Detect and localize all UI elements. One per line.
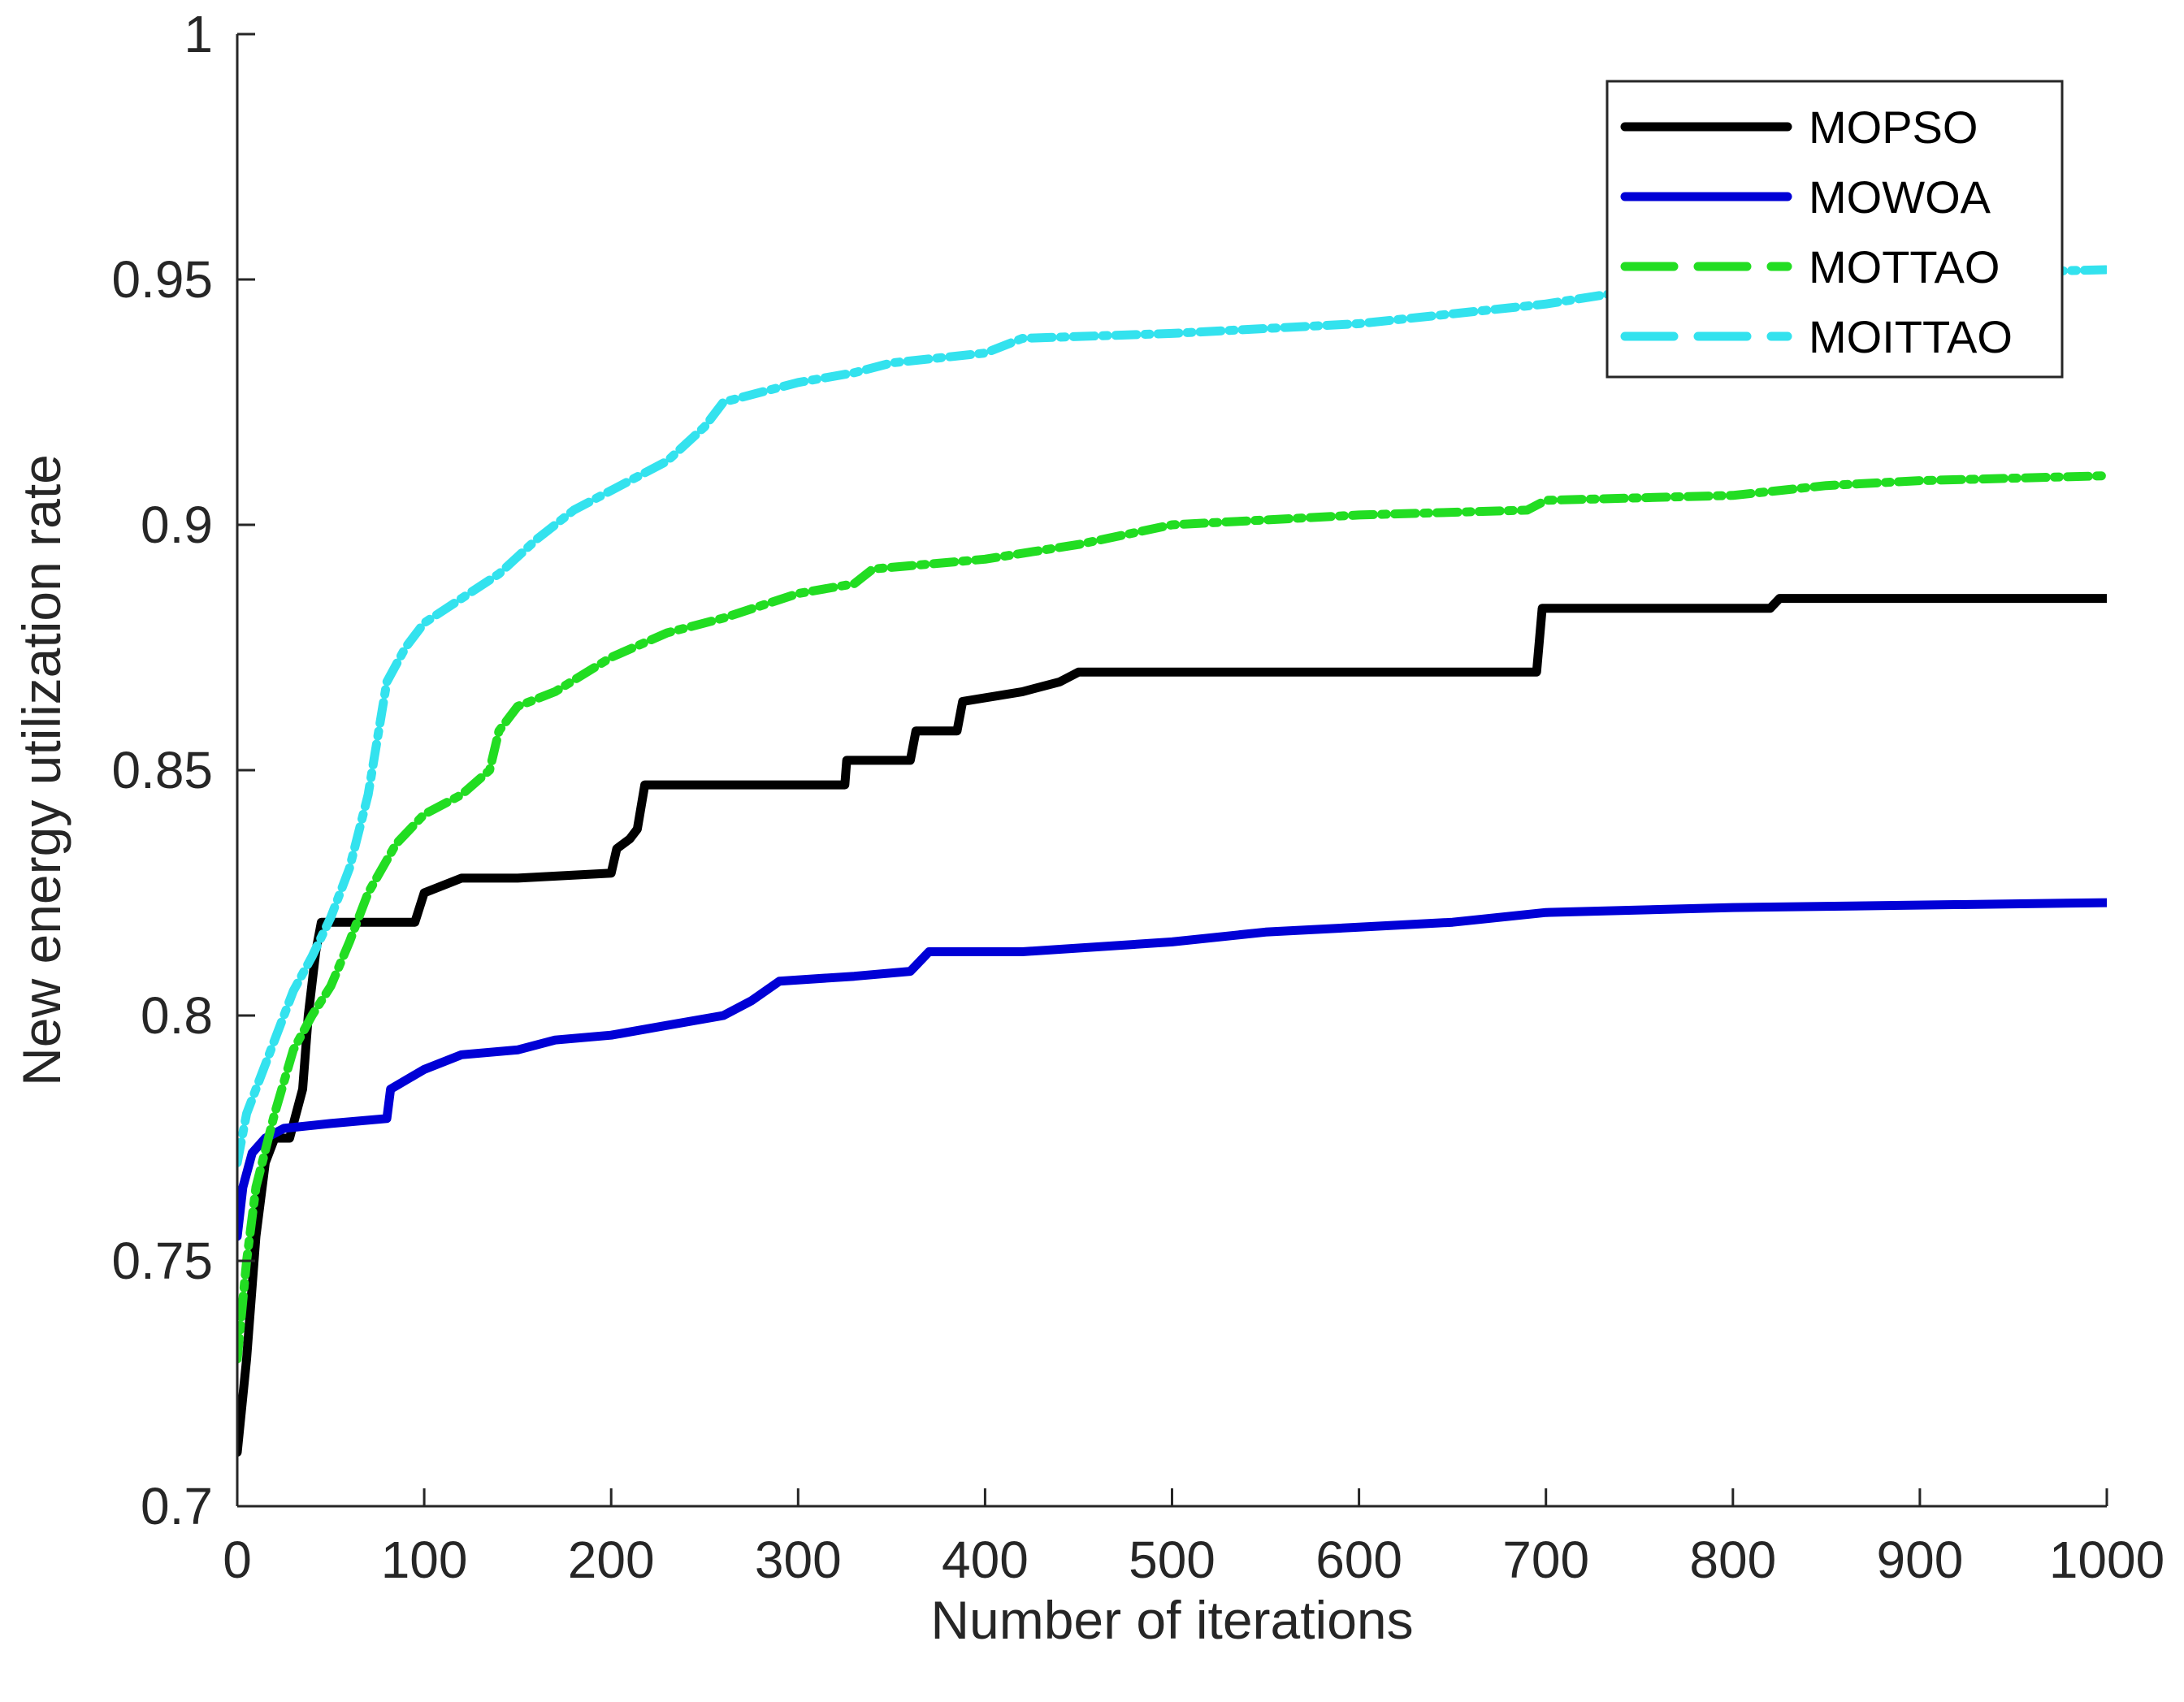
y-tick-label: 0.95 [111,250,213,309]
series-line-moittao [237,265,2107,1167]
x-tick-labels: 0 100 200 300 400 500 600 700 800 900 1000 [223,1531,2164,1589]
series-layer [237,265,2107,1457]
y-tick-label: 0.9 [141,496,213,554]
x-tick-label: 700 [1502,1531,1589,1589]
legend-label-mottao: MOTTAO [1809,241,2000,292]
y-tick-labels: 0.7 0.75 0.8 0.85 0.9 0.95 1 [111,5,213,1535]
x-tick-label: 200 [568,1531,655,1589]
series-line-mottao [237,471,2107,1364]
y-tick-label: 1 [184,5,213,63]
x-tick-label: 1000 [2049,1531,2164,1589]
legend-label-mowoa: MOWOA [1809,171,1991,223]
y-tick-label: 0.8 [141,986,213,1045]
x-axis-label: Number of iterations [930,1590,1413,1650]
x-tick-label: 900 [1877,1531,1964,1589]
x-tick-label: 300 [755,1531,842,1589]
x-tick-label: 500 [1129,1531,1216,1589]
x-tick-label: 400 [942,1531,1029,1589]
y-axis-label: New energy utilization rate [11,454,72,1086]
x-tick-label: 600 [1315,1531,1402,1589]
x-tick-label: 0 [223,1531,252,1589]
legend-label-moittao: MOITTAO [1809,311,2013,362]
series-line-mowoa [237,898,2107,1241]
y-tick-label: 0.75 [111,1232,213,1290]
series-line-mopso [237,594,2107,1457]
x-tick-label: 800 [1689,1531,1776,1589]
legend: MOPSO MOWOA MOTTAO MOITTAO [1606,80,2064,379]
y-tick-label: 0.85 [111,741,213,799]
legend-label-mopso: MOPSO [1809,102,1978,153]
y-tick-label: 0.7 [141,1477,213,1535]
tick-marks [236,32,2108,1508]
x-tick-label: 100 [381,1531,468,1589]
